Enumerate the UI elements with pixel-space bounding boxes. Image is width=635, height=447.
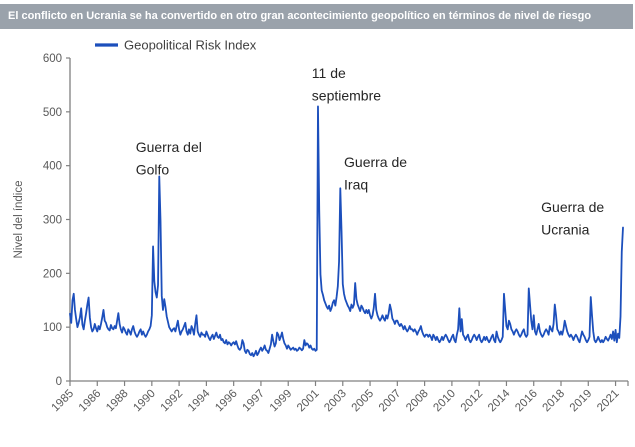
x-tick-label: 2010 [431, 388, 458, 415]
x-tick-label: 1988 [104, 388, 131, 415]
y-tick-label: 100 [43, 322, 62, 334]
x-tick-label: 1994 [186, 387, 213, 414]
x-tick-label: 2012 [459, 388, 486, 415]
x-tick-label: 1999 [268, 388, 295, 415]
y-axis-title: Nivel del índice [13, 181, 25, 259]
annotation-gulf-war: Guerra del [136, 139, 202, 155]
annotation-september-11: 11 de [312, 65, 346, 81]
x-tick-label: 2021 [595, 388, 622, 415]
annotation-ukraine-war: Ucrania [541, 222, 589, 238]
x-tick-label: 2016 [513, 388, 540, 415]
legend-label: Geopolitical Risk Index [124, 38, 257, 53]
x-tick-label: 2008 [404, 388, 431, 415]
x-tick-label: 2003 [322, 388, 349, 415]
x-tick-label: 2007 [377, 388, 404, 415]
annotation-september-11: septiembre [312, 88, 381, 104]
annotation-iraq-war: Guerra de [344, 154, 407, 170]
y-tick-label: 200 [43, 268, 62, 280]
title-banner: El conflicto en Ucrania se ha convertido… [0, 4, 633, 29]
y-tick-label: 500 [43, 107, 62, 119]
x-tick-label: 1992 [159, 388, 186, 415]
x-tick-label: 2005 [350, 388, 377, 415]
y-tick-label: 400 [43, 161, 62, 173]
y-tick-label: 600 [43, 53, 62, 65]
x-tick-label: 1997 [240, 388, 267, 415]
series-line [69, 105, 624, 358]
x-tick-label: 1986 [77, 388, 104, 415]
annotation-iraq-war: Iraq [344, 176, 368, 192]
x-tick-label: 2014 [486, 387, 513, 414]
x-tick-label: 2001 [295, 388, 322, 415]
annotation-gulf-war: Golfo [136, 161, 170, 177]
x-tick-label: 2018 [541, 388, 568, 415]
annotation-ukraine-war: Guerra de [541, 199, 604, 215]
x-tick-label: 2019 [568, 388, 595, 415]
y-tick-label: 300 [43, 215, 62, 227]
x-tick-label: 1990 [131, 388, 158, 415]
y-tick-label: 0 [56, 376, 62, 388]
x-tick-label: 1996 [213, 388, 240, 415]
x-tick-label: 1985 [50, 388, 77, 415]
